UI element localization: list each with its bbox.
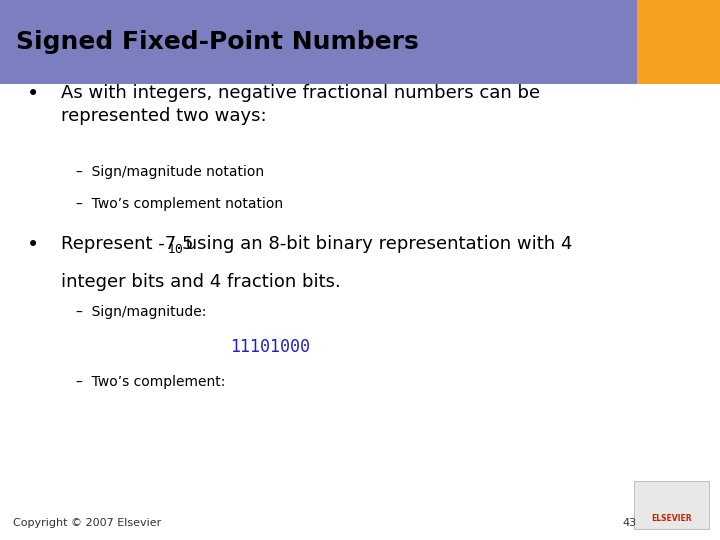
Text: •: • (27, 84, 40, 104)
Text: ELSEVIER: ELSEVIER (651, 514, 692, 523)
Text: using an 8-bit binary representation with 4: using an 8-bit binary representation wit… (180, 235, 572, 253)
Bar (637, 0, 720, 84)
Text: –  Sign/magnitude:: – Sign/magnitude: (76, 305, 206, 319)
Text: •: • (27, 235, 40, 255)
Text: Represent -7.5: Represent -7.5 (61, 235, 194, 253)
Text: Copyright © 2007 Elsevier: Copyright © 2007 Elsevier (13, 518, 161, 528)
Text: 10: 10 (168, 243, 184, 256)
Text: As with integers, negative fractional numbers can be
represented two ways:: As with integers, negative fractional nu… (61, 84, 540, 125)
Text: integer bits and 4 fraction bits.: integer bits and 4 fraction bits. (61, 273, 341, 291)
Bar (0, 0, 720, 84)
Text: 11101000: 11101000 (230, 338, 310, 355)
Text: –  Sign/magnitude notation: – Sign/magnitude notation (76, 165, 264, 179)
Bar (634, 481, 709, 529)
Text: –  Two’s complement notation: – Two’s complement notation (76, 197, 283, 211)
Text: –  Two’s complement:: – Two’s complement: (76, 375, 225, 389)
Text: Signed Fixed-Point Numbers: Signed Fixed-Point Numbers (16, 30, 418, 54)
Text: 43: 43 (623, 518, 637, 528)
